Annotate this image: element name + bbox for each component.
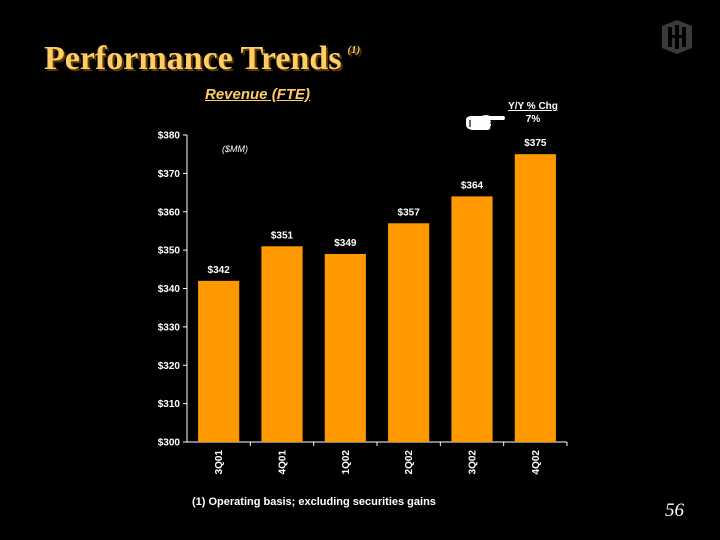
- bar: [198, 280, 240, 442]
- bar: [324, 253, 366, 442]
- page-title: Performance Trends (1): [44, 40, 360, 78]
- yoy-heading: Y/Y % Chg: [508, 101, 558, 112]
- y-tick-label: $300: [158, 438, 181, 449]
- data-label: $349: [334, 238, 357, 249]
- bar: [388, 223, 430, 442]
- title-footnote-marker: (1): [347, 44, 361, 56]
- data-label: $375: [524, 138, 547, 149]
- y-tick-label: $320: [158, 361, 181, 372]
- bar: [261, 246, 303, 442]
- x-tick-label: 3Q01: [214, 450, 225, 475]
- pointing-hand-icon: [466, 115, 505, 130]
- x-tick-label: 2Q02: [404, 450, 415, 475]
- x-tick-label: 4Q01: [278, 450, 289, 475]
- yoy-change-box: Y/Y % Chg 7%: [498, 100, 568, 126]
- y-tick-label: $370: [158, 169, 181, 180]
- x-tick-label: 3Q02: [468, 450, 479, 475]
- data-label: $342: [208, 265, 231, 276]
- data-label: $364: [461, 180, 484, 191]
- bar: [514, 154, 556, 442]
- page-number: 56: [665, 500, 684, 521]
- x-tick-label: 4Q02: [531, 450, 542, 475]
- data-label: $357: [398, 207, 421, 218]
- y-tick-label: $310: [158, 399, 181, 410]
- chart-subtitle: Revenue (FTE): [205, 86, 311, 103]
- y-tick-label: $330: [158, 322, 181, 333]
- y-tick-label: $380: [158, 131, 181, 142]
- yoy-value: 7%: [525, 114, 541, 125]
- y-tick-label: $350: [158, 246, 181, 257]
- bar: [451, 196, 493, 442]
- chart-unit-label: ($MM): [222, 144, 248, 154]
- y-tick-label: $340: [158, 284, 181, 295]
- footnote: (1) Operating basis; excluding securitie…: [192, 496, 436, 508]
- bank-logo-icon: [662, 20, 692, 54]
- title-text: Performance Trends: [44, 40, 342, 77]
- data-label: $351: [271, 230, 294, 241]
- y-tick-label: $360: [158, 207, 181, 218]
- x-tick-label: 1Q02: [341, 450, 352, 475]
